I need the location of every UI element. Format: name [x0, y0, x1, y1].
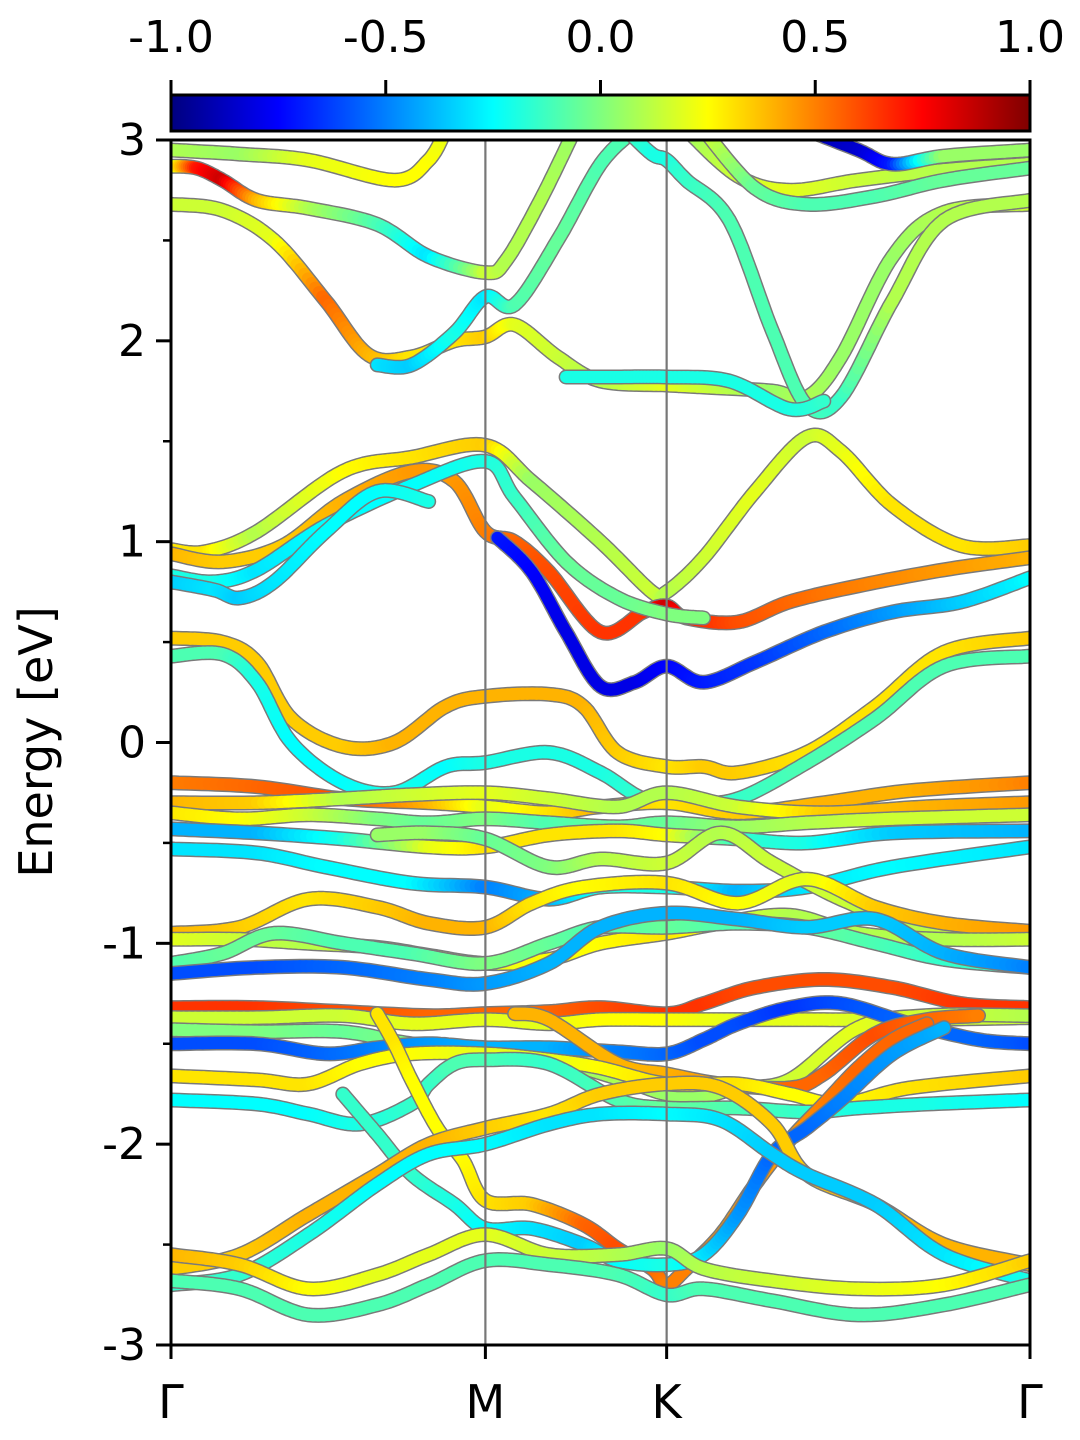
- band-segment: [619, 140, 633, 144]
- band-segment: [629, 132, 631, 134]
- colorbar-tick-label: -1.0: [128, 12, 214, 63]
- band-30: [171, 995, 1030, 1062]
- colorbar-tick-label: 0.5: [780, 12, 850, 63]
- band-segment: [628, 140, 640, 144]
- band-4: [369, 140, 635, 375]
- colorbar-tick-label: 0.0: [566, 12, 636, 63]
- band-18: [171, 785, 1030, 821]
- band-segment: [704, 140, 713, 142]
- band-2: [171, 140, 579, 281]
- colorbar-gradient: [169, 93, 1032, 133]
- band-6: [558, 369, 832, 418]
- band-segment: [815, 140, 827, 142]
- band-segment: [420, 495, 435, 508]
- band-13: [171, 482, 437, 606]
- band-segment: [441, 140, 447, 141]
- colorbar: -1.0 -0.5 0.0 0.5 1.0: [128, 12, 1065, 133]
- band-9: [811, 140, 1030, 172]
- band-segment: [566, 140, 577, 143]
- band-segment: [688, 140, 700, 144]
- band-26: [171, 905, 1030, 992]
- colorbar-tick-label: -0.5: [343, 12, 429, 63]
- band-segment: [628, 140, 637, 142]
- band-1: [171, 140, 450, 188]
- band-23: [171, 871, 1030, 941]
- band-19: [171, 805, 1030, 835]
- band-segment: [437, 140, 448, 143]
- colorbar-tick-label: 1.0: [995, 12, 1065, 63]
- band-14: [489, 530, 1030, 698]
- colorbar-ticks: -1.0 -0.5 0.0 0.5 1.0: [128, 12, 1065, 95]
- band-segment: [628, 140, 632, 141]
- band-5: [625, 132, 1030, 420]
- band-segment: [816, 140, 821, 141]
- bands: [171, 132, 1030, 1323]
- band-segment: [623, 140, 633, 142]
- band-8: [702, 140, 1030, 212]
- band-15: [171, 630, 1030, 781]
- band-22: [369, 825, 1030, 947]
- band-20: [171, 821, 1030, 856]
- band-segment: [817, 140, 832, 144]
